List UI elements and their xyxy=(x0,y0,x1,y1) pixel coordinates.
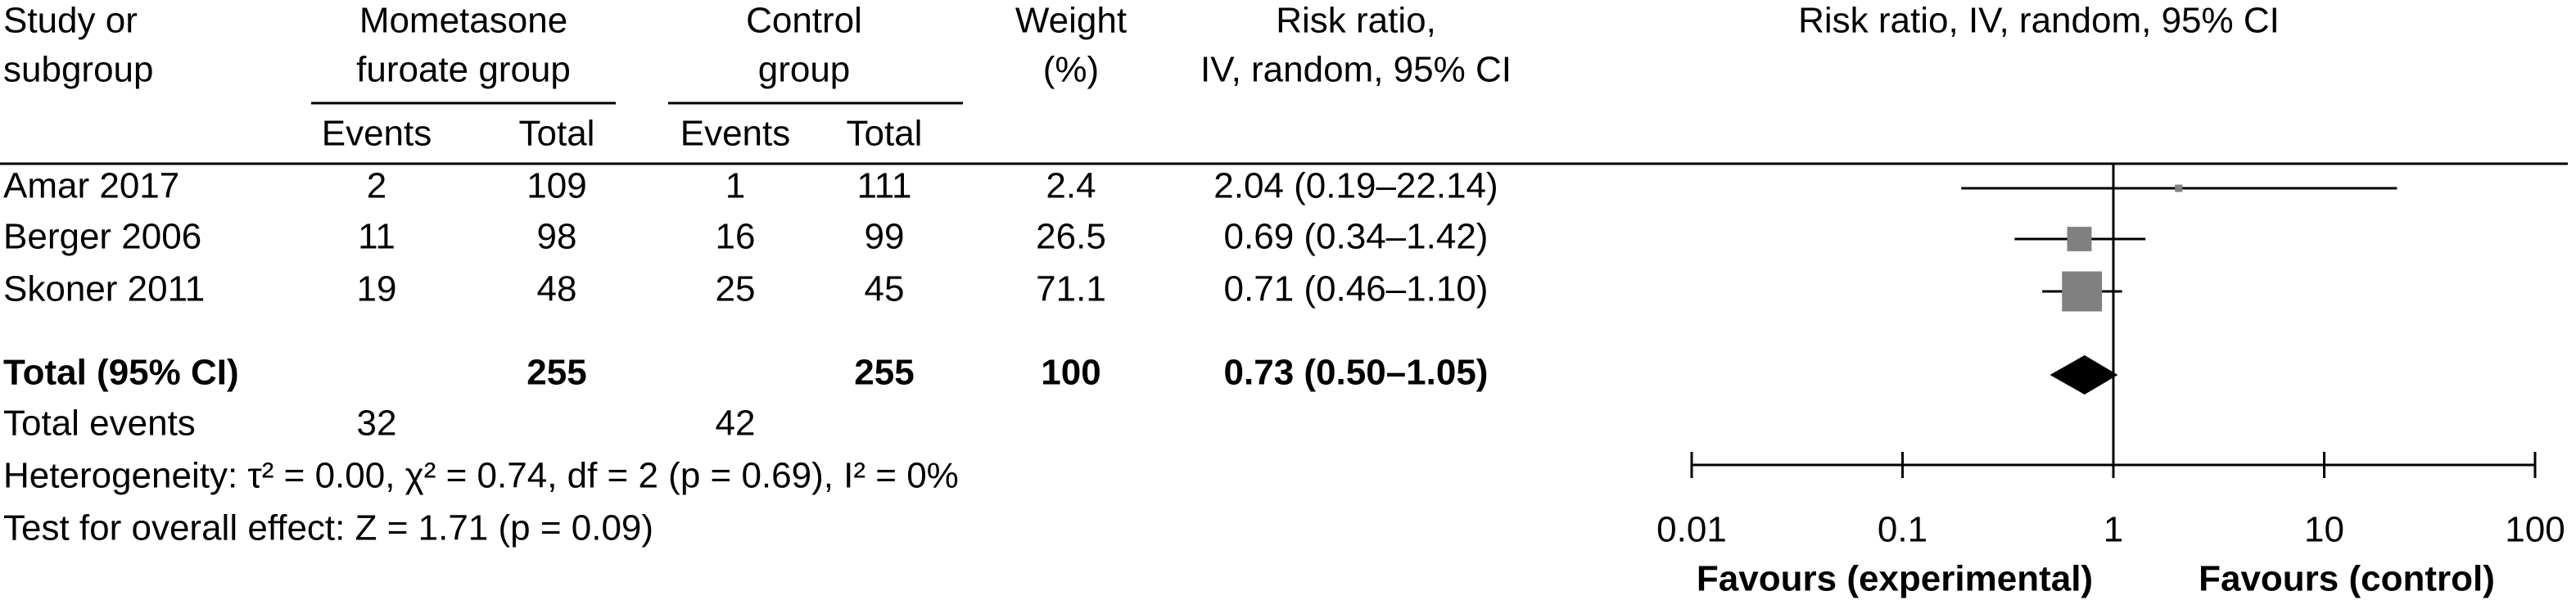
x-tick-label: 100 xyxy=(2505,510,2565,550)
x-tick-label: 0.01 xyxy=(1656,510,1727,550)
rr-label: 2.04 (0.19–22.14) xyxy=(1213,166,1498,206)
sub-header: Total xyxy=(519,114,595,154)
heterogeneity: Heterogeneity: τ² = 0.00, χ² = 0.74, df … xyxy=(3,456,959,496)
rr-header: Risk ratio, xyxy=(1276,1,1436,41)
sub-header: Events xyxy=(322,114,432,154)
group-header: furoate group xyxy=(356,50,571,90)
sub-header: Events xyxy=(680,114,791,154)
weight: 26.5 xyxy=(1036,217,1106,257)
rr-header: IV, random, 95% CI xyxy=(1200,50,1512,90)
weight-header: Weight xyxy=(1015,1,1127,41)
study-name: Skoner 2011 xyxy=(3,269,205,309)
total: 109 xyxy=(526,166,586,206)
rr-label: 0.73 (0.50–1.05) xyxy=(1224,353,1489,393)
events: 25 xyxy=(716,269,756,309)
favours-right: Favours (control) xyxy=(2199,559,2495,599)
group-header: Control xyxy=(746,1,862,41)
rr-label: 0.71 (0.46–1.10) xyxy=(1224,269,1489,309)
sub-header: Total xyxy=(847,114,923,154)
group-header: Mometasone xyxy=(359,1,567,41)
total: 111 xyxy=(857,166,912,206)
plot-header: Risk ratio, IV, random, 95% CI xyxy=(1798,1,2280,41)
events: 2 xyxy=(367,166,386,206)
total-events: 42 xyxy=(716,404,756,444)
weight-square xyxy=(2067,227,2092,251)
x-tick-label: 10 xyxy=(2304,510,2344,550)
total: 255 xyxy=(854,353,914,393)
total: 99 xyxy=(865,217,905,257)
pooled-diamond xyxy=(2050,355,2118,395)
total: 45 xyxy=(865,269,905,309)
weight-header: (%) xyxy=(1043,50,1099,90)
favours-left: Favours (experimental) xyxy=(1697,559,2093,599)
study-header: Study or xyxy=(3,1,138,41)
events: 1 xyxy=(725,166,745,206)
events: 19 xyxy=(357,269,397,309)
total: 48 xyxy=(537,269,577,309)
events: 16 xyxy=(716,217,756,257)
weight-square xyxy=(2175,184,2183,192)
total-events: 32 xyxy=(357,404,397,444)
weight: 71.1 xyxy=(1036,269,1106,309)
total: 98 xyxy=(537,217,577,257)
study-header: subgroup xyxy=(3,50,153,90)
total-name: Total (95% CI) xyxy=(3,353,239,393)
x-tick-label: 1 xyxy=(2104,510,2123,550)
weight: 100 xyxy=(1041,353,1100,393)
group-header: group xyxy=(758,50,851,90)
events: 11 xyxy=(358,217,395,257)
study-name: Amar 2017 xyxy=(3,166,179,206)
study-name: Berger 2006 xyxy=(3,217,201,257)
weight: 2.4 xyxy=(1046,166,1096,206)
rr-label: 0.69 (0.34–1.42) xyxy=(1224,217,1489,257)
overall-effect: Test for overall effect: Z = 1.71 (p = 0… xyxy=(3,508,653,548)
x-tick-label: 0.1 xyxy=(1878,510,1927,550)
total-events-label: Total events xyxy=(3,404,196,444)
weight-square xyxy=(2062,271,2103,312)
total: 255 xyxy=(526,353,586,393)
